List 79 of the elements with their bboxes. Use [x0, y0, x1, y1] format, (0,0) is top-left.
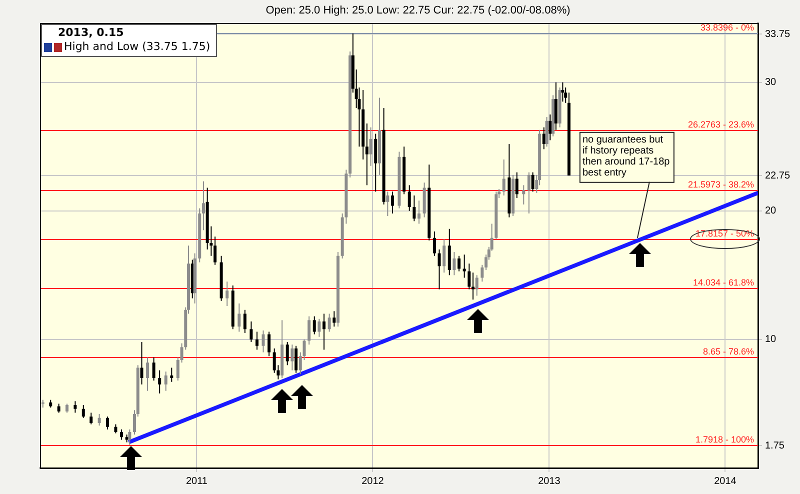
candlestick	[250, 320, 253, 343]
candlestick	[128, 428, 132, 446]
candlestick	[146, 356, 150, 392]
candlestick	[472, 272, 475, 300]
candlestick	[438, 248, 441, 290]
y-tick-label: 33.75	[765, 28, 790, 40]
ref-line-label: 14.034 - 61.8%	[692, 277, 754, 288]
y-tick-label: 20	[765, 206, 777, 217]
candlestick	[369, 126, 372, 166]
candlestick	[98, 414, 101, 426]
candlestick	[74, 400, 77, 414]
candlestick	[120, 428, 123, 440]
candlestick	[548, 114, 552, 141]
candlestick	[442, 238, 446, 274]
candlestick	[226, 281, 229, 307]
candlestick	[322, 313, 326, 350]
candlestick	[462, 254, 466, 278]
ref-line-label: 21.5973 - 38.2%	[688, 179, 754, 190]
candlestick	[561, 82, 564, 102]
candlestick	[408, 184, 411, 212]
annotation: High and Low (33.75 1.75)	[64, 40, 210, 54]
x-tick-label: 2013	[538, 476, 561, 487]
ref-line-label: 26.2763 - 23.6%	[688, 119, 754, 130]
candlestick	[386, 191, 390, 217]
x-tick-label: 2014	[714, 476, 737, 487]
candlestick	[328, 313, 331, 332]
candlestick	[332, 310, 336, 328]
candlestick	[432, 230, 436, 256]
candlestick	[452, 252, 456, 276]
candlestick	[468, 263, 471, 290]
candlestick	[418, 200, 421, 224]
candlestick	[152, 356, 156, 382]
candlestick	[90, 412, 93, 425]
candlestick	[202, 180, 205, 231]
y-tick-label: 22.75	[765, 170, 790, 182]
candlestick	[290, 344, 294, 371]
ref-line-label: 8.65 - 78.6%	[702, 346, 754, 356]
candlestick	[158, 370, 162, 394]
candlestick	[170, 367, 174, 382]
chart-subtitle: Open: 25.0 High: 25.0 Low: 22.75 Cur: 22.75 (-02.00/-08.08%)	[266, 4, 570, 17]
x-tick-label: 2012	[362, 476, 384, 487]
candlestick	[365, 122, 368, 186]
candlestick	[294, 345, 298, 374]
y-tick-label: 30	[765, 77, 777, 88]
candlestick	[515, 172, 518, 199]
candlestick	[502, 158, 506, 196]
candlestick	[564, 86, 568, 104]
candlestick	[140, 342, 144, 385]
candlestick	[318, 318, 321, 338]
candlestick	[527, 172, 530, 214]
candlestick	[176, 356, 180, 382]
candlestick	[458, 255, 461, 272]
ref-line-label: 1.7918 - 100%	[695, 434, 754, 444]
y-tick-label: 1.75	[765, 440, 785, 452]
candlestick	[164, 371, 168, 392]
candlestick	[545, 116, 548, 148]
candlestick	[312, 316, 316, 335]
candlestick	[238, 302, 241, 332]
candlestick	[522, 184, 526, 205]
candlestick	[390, 191, 394, 214]
candlestick	[531, 172, 534, 192]
candlestick	[255, 331, 258, 350]
candlestick	[475, 274, 478, 296]
candlestick	[480, 264, 484, 282]
candlestick	[214, 236, 217, 266]
candlestick	[412, 194, 416, 222]
candlestick	[268, 331, 271, 357]
candlestick	[82, 404, 85, 418]
x-tick-label: 2011	[186, 476, 208, 487]
ref-line-label: 33.8396 - 0%	[700, 22, 754, 32]
annotation: 2013, 0.15	[58, 26, 124, 40]
candlestick	[106, 416, 110, 430]
annotation: no guarantees but if hstory repeats then around 17-18p best entry	[582, 134, 670, 179]
y-tick-label: 10	[765, 334, 777, 346]
candlestick	[542, 126, 546, 150]
candlestick	[286, 342, 289, 366]
candlestick	[243, 309, 246, 334]
candlestick	[262, 330, 265, 353]
candlestick	[308, 316, 311, 346]
